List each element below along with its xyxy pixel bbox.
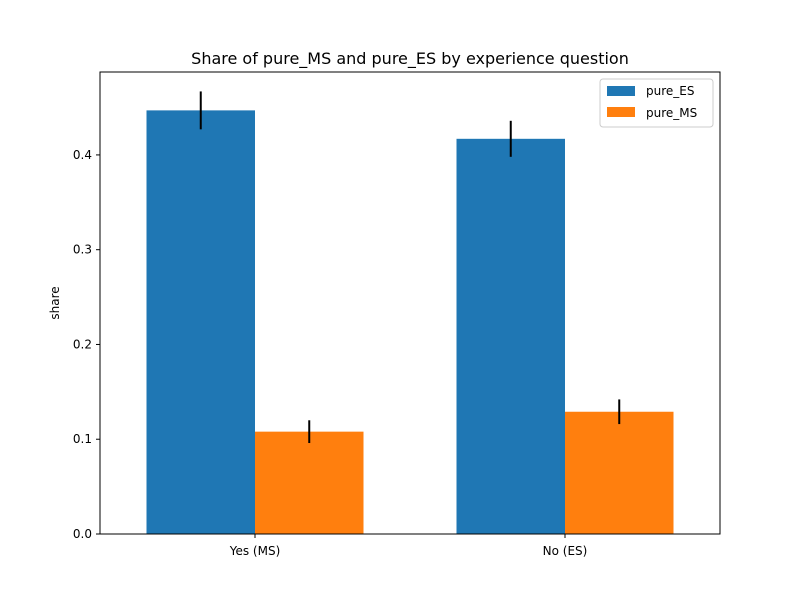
chart-title: Share of pure_MS and pure_ES by experien… — [191, 49, 629, 69]
x-tick-label-no-es: No (ES) — [543, 544, 588, 558]
legend-label-pure-es: pure_ES — [646, 84, 694, 98]
y-tick-label: 0.1 — [73, 432, 92, 446]
x-axis: Yes (MS) No (ES) — [229, 534, 588, 558]
y-tick-label: 0.2 — [73, 337, 92, 351]
y-axis: 0.0 0.1 0.2 0.3 0.4 — [73, 148, 100, 541]
y-axis-label: share — [48, 286, 62, 319]
legend-swatch-pure-ms — [607, 107, 635, 117]
error-bars-layer — [199, 91, 621, 444]
bar-pure-ms-no-es — [565, 411, 674, 534]
bar-pure-ms-yes-ms — [255, 431, 364, 534]
legend: pure_ES pure_MS — [599, 78, 714, 128]
bar-pure-es-no-es — [456, 138, 565, 534]
x-tick-label-yes-ms: Yes (MS) — [229, 544, 281, 558]
y-tick-label: 0.0 — [73, 527, 92, 541]
y-tick-label: 0.3 — [73, 243, 92, 257]
bars-layer — [146, 110, 674, 535]
y-tick-label: 0.4 — [73, 148, 92, 162]
legend-swatch-pure-es — [607, 86, 635, 96]
plot-frame — [99, 71, 721, 535]
legend-label-pure-ms: pure_MS — [646, 106, 697, 120]
bar-pure-es-yes-ms — [146, 110, 255, 535]
